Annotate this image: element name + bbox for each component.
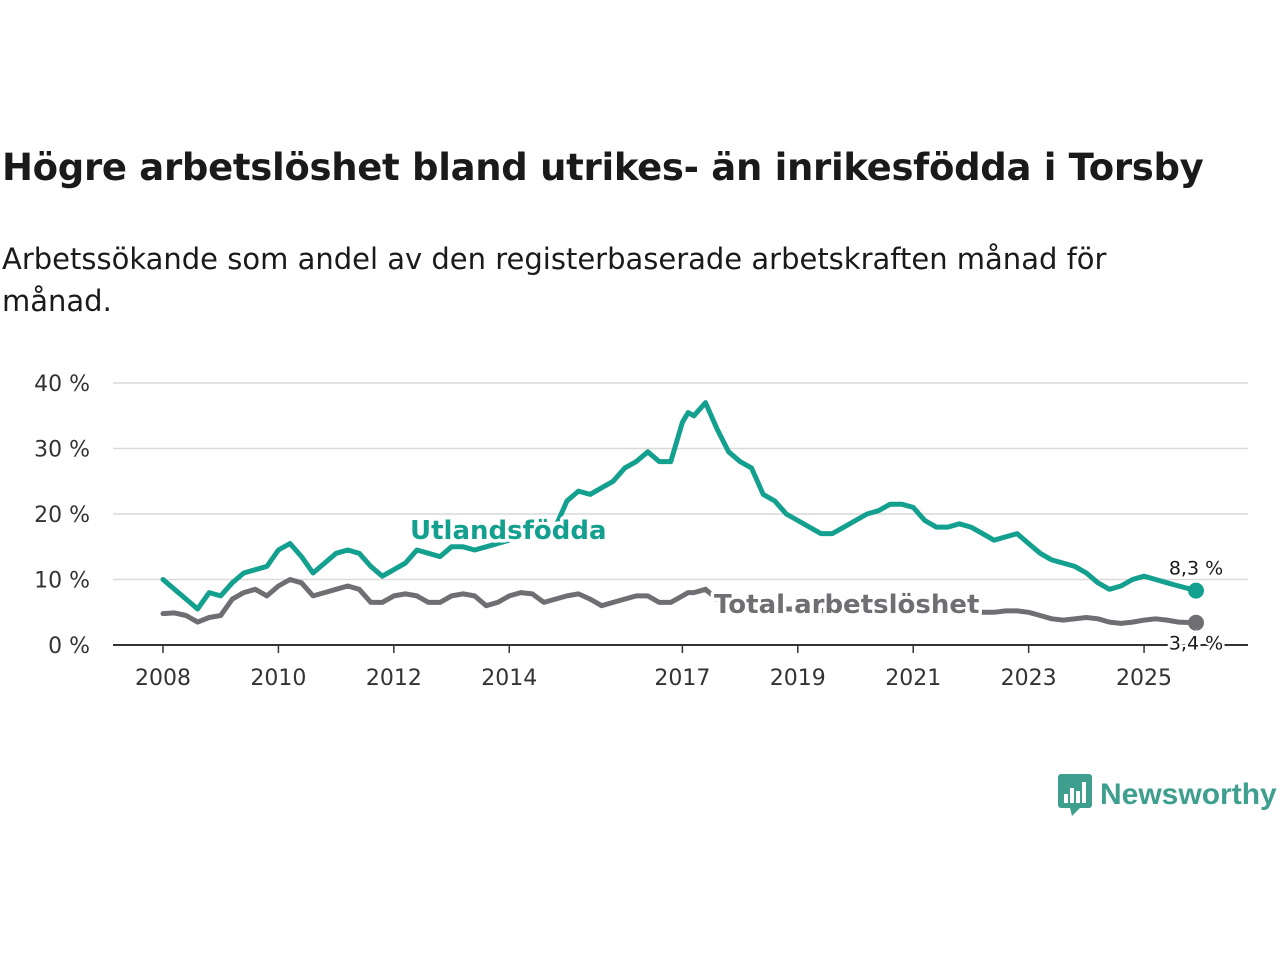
series-label-utlandsfodda: Utlandsfödda [410, 516, 607, 546]
x-tick-label: 2025 [1116, 666, 1172, 691]
brand-name: Newsworthy [1100, 778, 1277, 811]
chart-subtitle: Arbetssökande som andel av den registerb… [2, 242, 1107, 318]
series-lines [160, 400, 1204, 631]
series-line-utlandsfodda [160, 400, 1199, 612]
end-label-total: 3,4 % [1169, 633, 1223, 655]
x-axis-ticks: 2008 2010 2012 2014 2017 2019 2021 2023 2025 [135, 645, 1172, 691]
series-labels: Utlandsfödda Total arbetslöshet 8,3 % 3,4 % [407, 513, 1226, 658]
x-tick-label: 2017 [654, 666, 710, 691]
series-line-total [160, 577, 1199, 626]
x-tick-label: 2010 [250, 666, 306, 691]
x-tick-label: 2008 [135, 666, 191, 691]
x-tick-label: 2019 [770, 666, 826, 691]
y-tick-label: 20 % [34, 503, 90, 528]
y-tick-label: 40 % [34, 372, 90, 397]
y-axis-ticks: 0 % 10 % 20 % 30 % 40 % [34, 372, 90, 659]
chart-title: Högre arbetslöshet bland utrikes- än inr… [2, 146, 1204, 189]
line-chart: 0 % 10 % 20 % 30 % 40 % 2008 2010 2012 2014 2017… [34, 372, 1248, 691]
end-label-utlandsfodda: 8,3 % [1169, 558, 1223, 580]
y-tick-label: 0 % [48, 634, 90, 659]
x-tick-label: 2021 [885, 666, 941, 691]
x-tick-label: 2014 [481, 666, 537, 691]
y-tick-label: 10 % [34, 569, 90, 594]
newsworthy-logo: Newsworthy [1058, 774, 1277, 816]
series-label-total: Total arbetslöshet [714, 590, 979, 620]
x-tick-label: 2012 [366, 666, 422, 691]
x-tick-label: 2023 [1001, 666, 1057, 691]
grid-lines [113, 382, 1248, 646]
end-point-total [1188, 614, 1204, 631]
y-tick-label: 30 % [34, 438, 90, 463]
end-point-utlandsfodda [1188, 582, 1204, 599]
bar-chart-icon [1058, 774, 1092, 816]
